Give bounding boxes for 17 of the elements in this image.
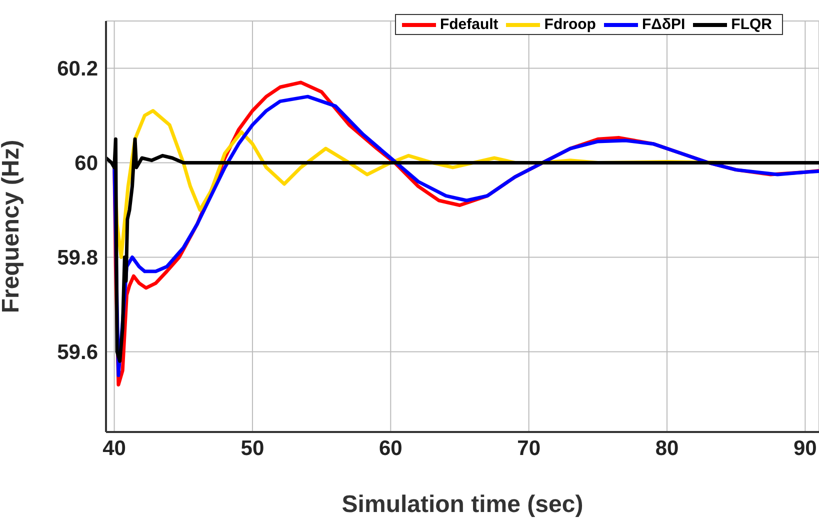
y-tick-label: 60 bbox=[74, 152, 98, 176]
y-tick-label: 59.6 bbox=[57, 341, 98, 364]
x-tick-label: 80 bbox=[655, 436, 679, 460]
x-tick-label: 90 bbox=[794, 436, 817, 460]
line-series bbox=[106, 137, 819, 363]
legend-label: Fdefault bbox=[440, 16, 498, 33]
legend-label: FΔδPI bbox=[642, 16, 686, 33]
y-axis-title: Frequency (Hz) bbox=[0, 140, 25, 314]
legend-label: FLQR bbox=[731, 16, 772, 33]
x-tick-label: 60 bbox=[378, 436, 402, 460]
x-tick-label: 50 bbox=[240, 436, 264, 460]
x-axis-title: Simulation time (sec) bbox=[342, 491, 584, 518]
y-tick-label: 59.8 bbox=[57, 246, 98, 270]
x-tick-label: 70 bbox=[517, 436, 541, 460]
x-tick-label: 40 bbox=[102, 436, 126, 460]
y-tick-label: 60.2 bbox=[57, 58, 98, 81]
legend-label: Fdroop bbox=[544, 16, 596, 33]
